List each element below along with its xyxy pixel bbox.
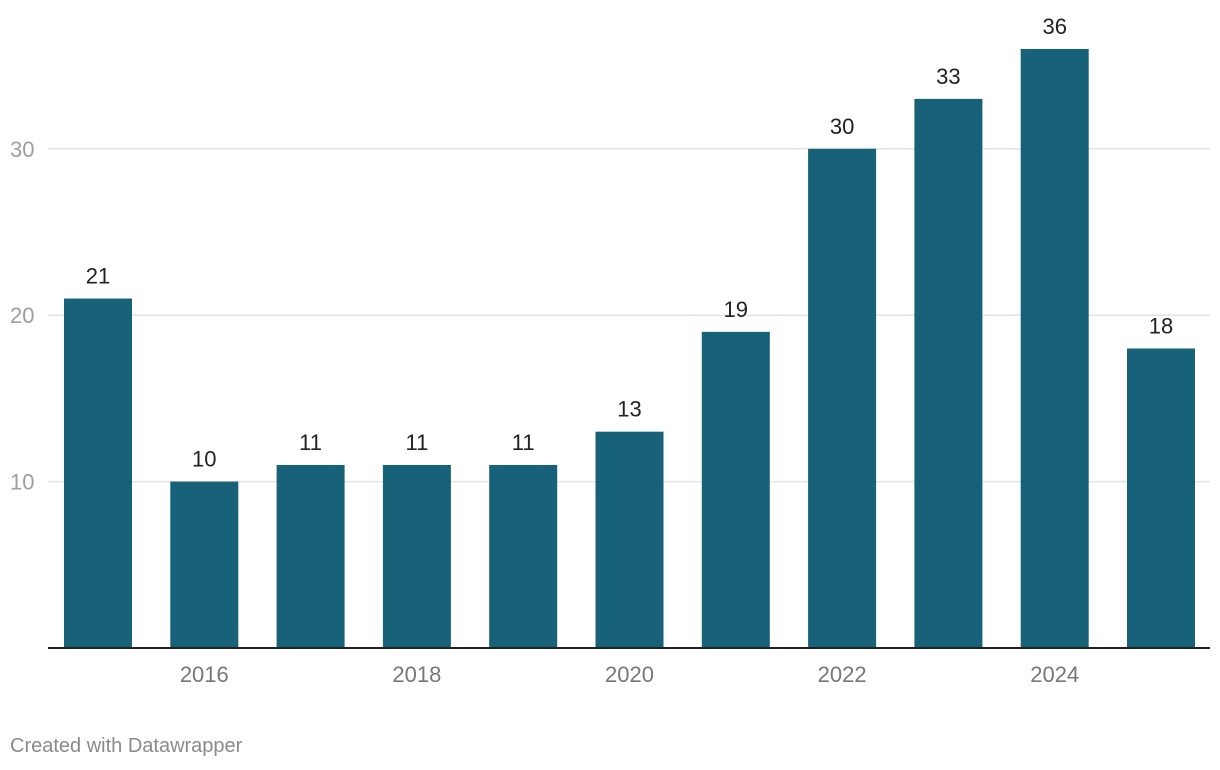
y-tick-label: 30: [10, 137, 34, 162]
data-label-2023: 33: [936, 64, 960, 89]
bar-2021: [701, 331, 770, 648]
x-tick-label-2020: 2020: [605, 662, 654, 687]
bar-2025: [1127, 348, 1195, 648]
data-label-2017: 11: [299, 430, 322, 455]
bar-2020: [595, 431, 664, 648]
y-tick-label: 10: [10, 470, 34, 495]
y-tick-label: 20: [10, 303, 34, 328]
x-tick-label-2018: 2018: [392, 662, 441, 687]
bar-2017: [276, 464, 345, 648]
y-axis-ticks: 10 20 30: [10, 137, 34, 495]
bars: [64, 48, 1195, 649]
bar-2024: [1020, 48, 1089, 648]
bar-2022: [808, 148, 877, 649]
data-label-2018: 11: [405, 430, 428, 455]
data-labels: 21 10 11 11 11 13 19 30 33 36 18: [86, 14, 1173, 472]
data-label-2016: 10: [192, 447, 216, 472]
data-label-2019: 11: [512, 430, 535, 455]
bar-2018: [382, 464, 451, 648]
x-axis-ticks: 2016 2018 2020 2022 2024: [180, 662, 1079, 687]
data-label-2022: 30: [830, 114, 854, 139]
x-tick-label-2016: 2016: [180, 662, 229, 687]
data-label-2020: 13: [617, 397, 641, 422]
bar-2015: [64, 298, 132, 648]
bar-2016: [170, 481, 239, 648]
bar-2019: [489, 464, 558, 648]
data-label-2015: 21: [86, 264, 110, 289]
data-label-2025: 18: [1149, 313, 1173, 338]
x-tick-label-2022: 2022: [818, 662, 867, 687]
data-label-2021: 19: [724, 297, 748, 322]
bar-2023: [914, 98, 983, 648]
footer-credit: Created with Datawrapper: [10, 735, 243, 757]
data-label-2024: 36: [1042, 14, 1066, 39]
x-tick-label-2024: 2024: [1030, 662, 1079, 687]
